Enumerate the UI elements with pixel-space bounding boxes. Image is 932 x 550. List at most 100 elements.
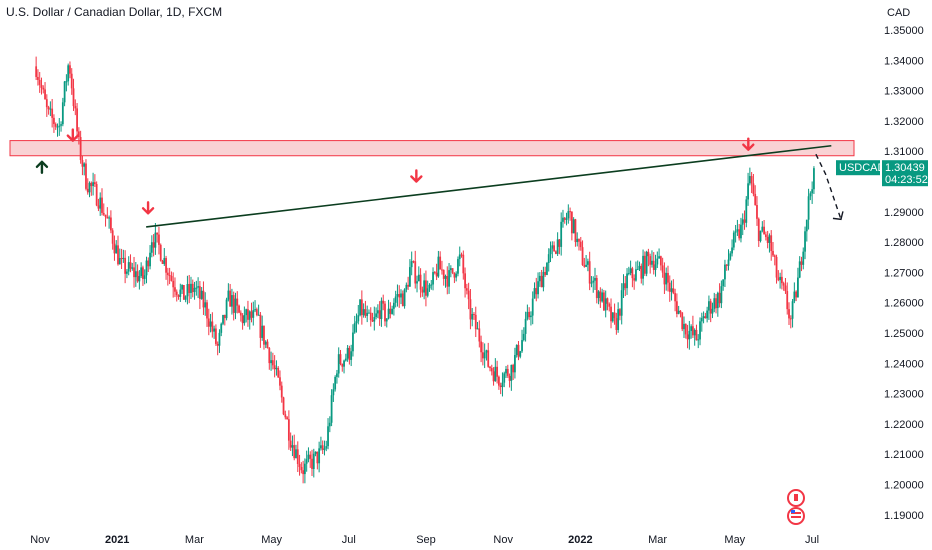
candle-body — [257, 314, 260, 316]
candle-body — [279, 377, 281, 386]
candle-body — [521, 340, 523, 352]
candle-body — [389, 308, 392, 314]
trendline[interactable] — [146, 144, 832, 228]
candle-body — [489, 366, 491, 369]
candle-body — [786, 291, 789, 310]
candle-body — [695, 329, 698, 341]
candle-body — [716, 292, 719, 309]
candle-body — [485, 350, 488, 353]
candle-body — [773, 255, 776, 257]
y-tick-label: 1.27000 — [884, 267, 924, 279]
candle-body — [254, 309, 256, 311]
candle-body — [478, 328, 481, 342]
candle-body — [624, 283, 627, 289]
projection-path[interactable] — [815, 153, 842, 220]
candle-body — [327, 426, 329, 447]
candle-body — [392, 302, 395, 309]
x-tick-label: Nov — [493, 534, 513, 546]
candle-body — [729, 253, 732, 260]
candle-body — [640, 265, 643, 279]
candle-body — [763, 226, 765, 235]
candle-body — [686, 334, 689, 340]
candle-body — [215, 328, 217, 344]
candle-body — [725, 264, 728, 266]
candle-body — [341, 363, 344, 367]
candle-body — [512, 364, 515, 373]
candle-body — [537, 281, 539, 295]
candle-body — [586, 261, 589, 265]
x-tick-label: 2022 — [568, 534, 592, 546]
candle-body — [467, 290, 470, 300]
candle-body — [506, 368, 509, 376]
candle-body — [207, 318, 210, 327]
candle-body — [234, 298, 237, 313]
candle-body — [448, 270, 450, 287]
candle-body — [353, 323, 356, 333]
candle-body — [556, 239, 559, 254]
candle-body — [476, 328, 479, 330]
candle-body — [544, 271, 547, 275]
candle-body — [127, 262, 130, 272]
time-axis[interactable]: Nov 2021 Mar May Jul Sep Nov 2022 Mar May Jul — [30, 534, 819, 546]
candle-body — [332, 389, 335, 396]
candle-body — [382, 300, 385, 304]
candle-body — [166, 272, 169, 276]
candle-body — [371, 320, 374, 322]
candle-body — [113, 243, 116, 254]
symbol-badge — [836, 160, 880, 176]
candle-body — [286, 417, 288, 420]
x-tick-label: 2021 — [105, 534, 129, 546]
candle-body — [312, 453, 315, 470]
candle-body — [791, 301, 794, 319]
candle-body — [647, 251, 650, 257]
candle-body — [403, 289, 406, 307]
candle-body — [320, 445, 322, 449]
candle-body — [638, 265, 641, 270]
candle-body — [357, 315, 360, 322]
candle-body — [77, 131, 80, 138]
candle-body — [117, 245, 119, 265]
candle-body — [348, 347, 351, 360]
candle-body — [394, 296, 397, 303]
candle-body — [259, 314, 262, 338]
candle-body — [188, 284, 191, 293]
candle-body — [754, 193, 757, 206]
candle-body — [449, 268, 452, 271]
resistance-zone-rect[interactable] — [9, 140, 855, 157]
candle-body — [768, 235, 771, 243]
candle-body — [218, 332, 221, 346]
candle-body — [142, 267, 144, 279]
candle-body — [699, 321, 701, 340]
candle-body — [784, 285, 787, 292]
candle-body — [740, 224, 742, 239]
candle-body — [172, 280, 175, 288]
candle-body — [603, 292, 605, 311]
candle-body — [558, 239, 561, 247]
candle-body — [336, 373, 338, 377]
candle-body — [560, 221, 563, 247]
candle-body — [813, 168, 815, 190]
candle-body — [549, 248, 552, 255]
candle-body — [446, 275, 449, 287]
candle-body — [464, 273, 466, 289]
candle-body — [747, 183, 749, 200]
candle-body — [711, 308, 714, 314]
candle-body — [350, 351, 353, 360]
trendline-layer[interactable] — [146, 144, 844, 228]
candle-body — [779, 276, 782, 281]
candle-body — [102, 212, 105, 215]
candle-body — [770, 235, 773, 251]
candle-body — [741, 219, 744, 225]
candle-body — [346, 347, 349, 359]
candle-body — [255, 309, 258, 315]
candle-body — [442, 270, 445, 279]
candle-body — [42, 87, 45, 90]
candle-body — [724, 264, 726, 280]
candle-body — [410, 261, 413, 268]
resistance-zone[interactable] — [9, 140, 855, 157]
candle-body — [282, 397, 285, 415]
candle-body — [405, 284, 408, 290]
candle-body — [409, 267, 411, 287]
candle-body — [497, 376, 500, 386]
